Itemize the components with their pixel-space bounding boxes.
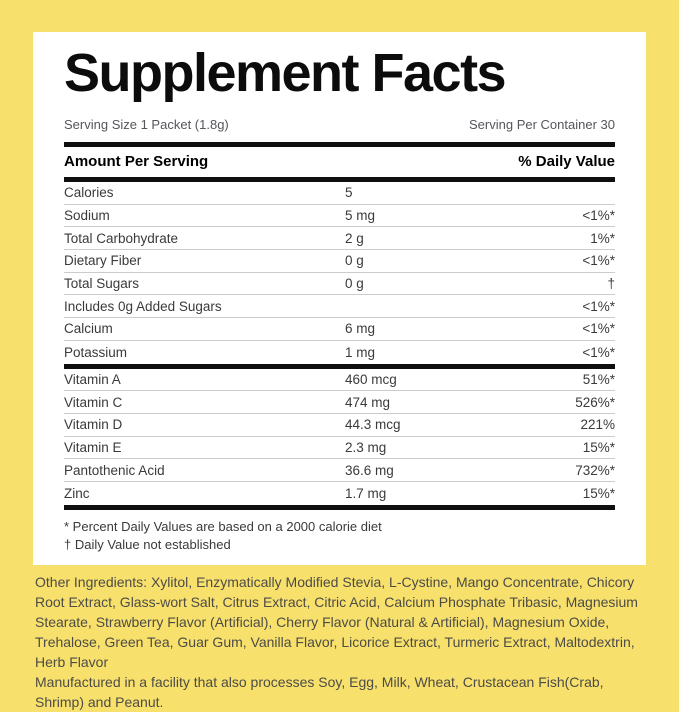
nutrition-table: Calories 5 Sodium 5 mg <1%* Total Carbohydrat… (64, 182, 615, 510)
nutrient-amount: 2 g (345, 230, 364, 246)
nutrient-daily-value: 526%* (575, 394, 615, 410)
divider-thick (64, 142, 615, 147)
nutrient-amount: 2.3 mg (345, 439, 387, 455)
nutrient-daily-value: 221% (580, 417, 615, 433)
nutrient-amount: 0 g (345, 276, 364, 292)
nutrient-daily-value: <1%* (582, 321, 615, 337)
table-row: Total Sugars 0 g † (64, 273, 615, 296)
table-row: Calcium 6 mg <1%* (64, 318, 615, 341)
table-row: Vitamin A 460 mcg 51%* (64, 369, 615, 392)
divider-thick (64, 504, 615, 510)
supplement-facts-panel: Supplement Facts Serving Size 1 Packet (… (33, 32, 646, 565)
footnotes: * Percent Daily Values are based on a 20… (64, 518, 615, 554)
allergen-statement: Manufactured in a facility that also pro… (35, 674, 604, 710)
nutrient-name: Vitamin A (64, 371, 121, 387)
table-row: Sodium 5 mg <1%* (64, 205, 615, 228)
nutrient-daily-value: <1%* (582, 208, 615, 224)
footnote-not-established: † Daily Value not established (64, 536, 231, 552)
table-row: Total Carbohydrate 2 g 1%* (64, 227, 615, 251)
nutrient-name: Dietary Fiber (64, 253, 142, 269)
nutrient-name: Total Carbohydrate (64, 230, 179, 246)
table-row: Vitamin C 474 mg 526%* (64, 391, 615, 414)
nutrient-daily-value: <1%* (582, 253, 615, 269)
nutrient-name: Vitamin E (64, 439, 122, 455)
nutrient-amount: 6 mg (345, 321, 376, 337)
nutrient-amount: 474 mg (345, 394, 391, 410)
column-headers: Amount Per Serving % Daily Value (64, 147, 615, 177)
nutrient-name: Total Sugars (64, 276, 140, 292)
nutrient-daily-value: 15%* (582, 439, 615, 455)
table-row: Calories 5 (64, 182, 615, 205)
serving-size: Serving Size 1 Packet (1.8g) (64, 117, 229, 132)
nutrient-name: Calcium (64, 321, 113, 337)
nutrient-daily-value: 732%* (575, 462, 615, 478)
nutrient-daily-value: <1%* (582, 298, 615, 314)
nutrient-amount: 5 mg (345, 208, 376, 224)
table-row: Includes 0g Added Sugars <1%* (64, 295, 615, 319)
nutrient-name: Includes 0g Added Sugars (64, 298, 222, 314)
footnote-daily-values: * Percent Daily Values are based on a 20… (64, 518, 382, 534)
other-ingredients-text: Other Ingredients: Xylitol, Enzymaticall… (35, 574, 638, 670)
nutrient-daily-value: † (607, 276, 615, 292)
label-title: Supplement Facts (64, 43, 507, 103)
nutrient-amount: 1.7 mg (345, 485, 387, 501)
nutrient-name: Sodium (64, 208, 110, 224)
table-row: Potassium 1 mg <1%* (64, 341, 615, 364)
nutrient-amount: 36.6 mg (345, 462, 394, 478)
serving-info: Serving Size 1 Packet (1.8g) Serving Per… (64, 117, 615, 132)
other-ingredients-section: Other Ingredients: Xylitol, Enzymaticall… (35, 572, 649, 712)
nutrient-name: Potassium (64, 344, 128, 360)
table-row: Vitamin E 2.3 mg 15%* (64, 437, 615, 460)
table-row: Dietary Fiber 0 g <1%* (64, 250, 615, 273)
nutrient-daily-value: 15%* (582, 485, 615, 501)
table-row: Pantothenic Acid 36.6 mg 732%* (64, 459, 615, 482)
divider-thick (64, 363, 615, 369)
nutrient-name: Calories (64, 185, 114, 201)
nutrient-name: Vitamin D (64, 417, 123, 433)
table-row: Vitamin D 44.3 mcg 221% (64, 414, 615, 437)
nutrient-name: Zinc (64, 485, 90, 501)
nutrient-daily-value: 1%* (590, 230, 615, 246)
nutrient-amount: 0 g (345, 253, 364, 269)
nutrient-amount: 460 mcg (345, 371, 397, 387)
nutrient-amount: 44.3 mcg (345, 417, 401, 433)
nutrient-daily-value: <1%* (582, 344, 615, 360)
servings-per-container: Serving Per Container 30 (469, 117, 615, 132)
nutrient-name: Vitamin C (64, 394, 123, 410)
nutrient-amount: 5 (345, 185, 353, 201)
panel-content: Supplement Facts Serving Size 1 Packet (… (33, 46, 646, 554)
amount-per-serving-header: Amount Per Serving (64, 153, 209, 170)
nutrient-name: Pantothenic Acid (64, 462, 165, 478)
divider-thick (64, 177, 615, 182)
nutrient-amount: 1 mg (345, 344, 376, 360)
nutrient-daily-value: 51%* (582, 371, 615, 387)
daily-value-header: % Daily Value (518, 153, 615, 170)
table-row: Zinc 1.7 mg 15%* (64, 482, 615, 505)
